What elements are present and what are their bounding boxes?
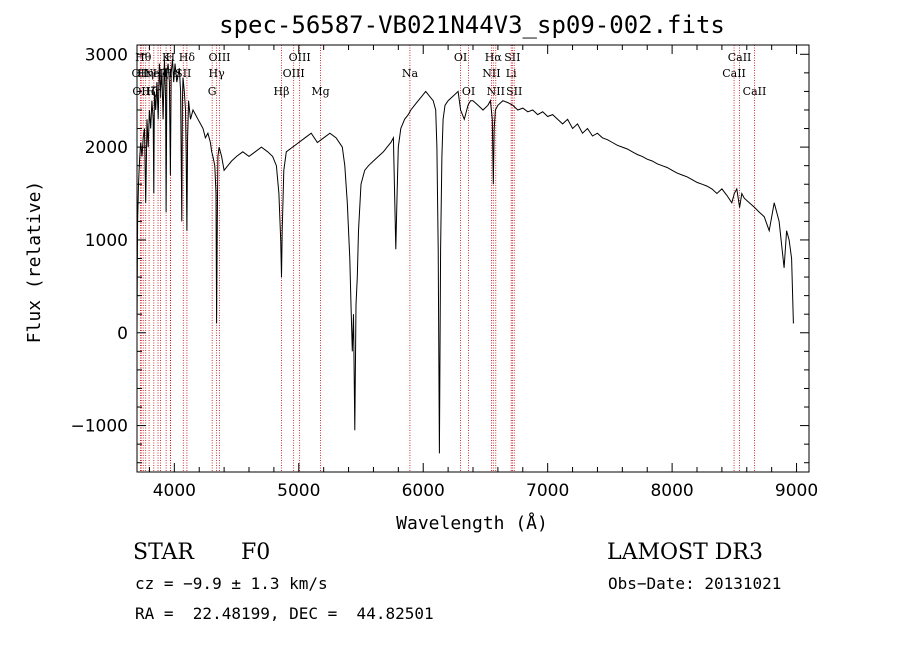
marker-label-20: Na bbox=[402, 67, 419, 80]
x-tick-label-1: 5000 bbox=[277, 481, 320, 501]
y-tick-label-1: 0 bbox=[117, 324, 128, 344]
marker-label-2: Hθ bbox=[135, 51, 152, 64]
y-tick-label-2: 1000 bbox=[85, 231, 128, 251]
x-tick-label-2: 6000 bbox=[402, 481, 445, 501]
x-tick-label-5: 9000 bbox=[775, 481, 818, 501]
marker-label-28: SII bbox=[506, 85, 522, 98]
obs-date-line: Obs−Date: 20131021 bbox=[608, 574, 782, 593]
redshift-line: cz = −9.9 ± 1.3 km/s bbox=[135, 574, 328, 593]
marker-label-21: OI bbox=[454, 51, 467, 64]
marker-label-27: SII bbox=[504, 51, 520, 64]
y-tick-label-3: 2000 bbox=[85, 138, 128, 158]
marker-label-0: OII bbox=[132, 67, 150, 80]
marker-label-12: Hδ bbox=[179, 51, 196, 64]
x-tick-label-3: 7000 bbox=[526, 481, 569, 501]
coordinates-line: RA = 22.48199, DEC = 44.82501 bbox=[135, 604, 434, 623]
x-tick-label-0: 4000 bbox=[153, 481, 196, 501]
marker-label-8: K bbox=[162, 51, 171, 64]
x-axis-label: Wavelength (Å) bbox=[396, 512, 548, 534]
survey-name: LAMOST DR3 bbox=[607, 540, 763, 565]
y-tick-label-4: 3000 bbox=[85, 45, 128, 65]
marker-label-16: Hβ bbox=[274, 85, 290, 98]
marker-label-4: Hζ bbox=[141, 85, 157, 98]
marker-label-22: OI bbox=[462, 85, 475, 98]
marker-label-3: Hη bbox=[138, 67, 154, 80]
marker-label-9: H bbox=[166, 51, 176, 64]
marker-label-19: Mg bbox=[311, 85, 329, 98]
y-tick-label-0: −1000 bbox=[70, 417, 128, 437]
marker-label-31: CaII bbox=[743, 85, 767, 98]
x-tick-label-4: 8000 bbox=[650, 481, 693, 501]
line-markers bbox=[139, 45, 755, 472]
marker-label-17: OIII bbox=[283, 67, 305, 80]
marker-label-15: OIII bbox=[208, 51, 230, 64]
object-class: STAR bbox=[133, 540, 194, 565]
marker-label-24: Hα bbox=[485, 51, 503, 64]
axis-ticks: 4000 5000 6000 7000 8000 9000 −1000 0 1000 2000 30… bbox=[70, 45, 818, 501]
y-axis-label: Flux (relative) bbox=[24, 181, 45, 344]
marker-label-14: Hγ bbox=[209, 67, 226, 80]
line-marker-labels: OIIOIIHθHηHζHηNeIIIHζKHHεSIIHδGHγOIIIHβO… bbox=[132, 51, 767, 98]
marker-label-18: OIII bbox=[289, 51, 311, 64]
marker-label-25: NII bbox=[487, 85, 505, 98]
marker-label-23: NII bbox=[482, 67, 500, 80]
plot-frame bbox=[136, 44, 810, 473]
spectrum-chart: spec-56587-VB021N44V3_sp09-002.fits OII O… bbox=[24, 11, 818, 534]
spectrum-line bbox=[136, 58, 794, 454]
marker-label-5: Hη bbox=[146, 85, 162, 98]
marker-label-29: CaII bbox=[722, 67, 746, 80]
marker-label-26: Li bbox=[506, 67, 517, 80]
object-subclass: F0 bbox=[241, 540, 271, 565]
marker-label-30: CaII bbox=[728, 51, 752, 64]
marker-label-13: G bbox=[208, 85, 217, 98]
chart-title: spec-56587-VB021N44V3_sp09-002.fits bbox=[219, 11, 725, 39]
